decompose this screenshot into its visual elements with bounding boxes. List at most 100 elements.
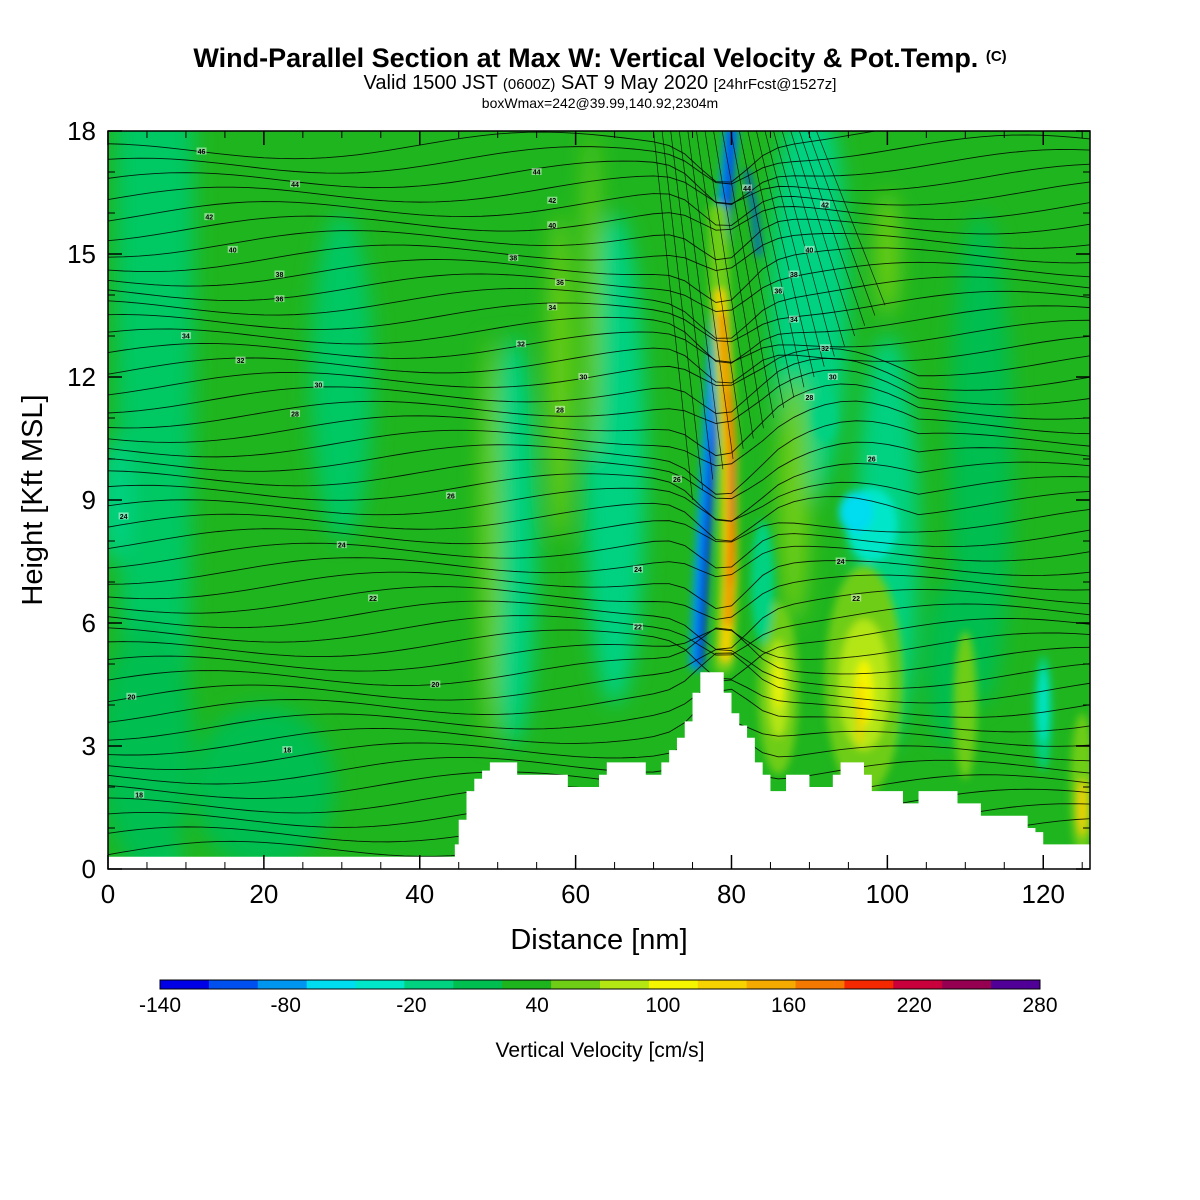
contour-label-bg: [274, 295, 285, 303]
theta-contour: [108, 347, 1090, 396]
contour-label-bg: [282, 746, 293, 754]
theta-contour-steep: [678, 131, 724, 470]
valid-time-line: Valid 1500 JST (0600Z) SAT 9 May 2020 [2…: [0, 73, 1200, 95]
contour-label: 24: [118, 512, 129, 521]
contour-label: 22: [367, 594, 378, 603]
theta-contour: [108, 574, 1090, 620]
contour-label-bg: [196, 147, 207, 155]
theta-contour-steep: [687, 131, 734, 460]
contour-label: 30: [827, 373, 838, 382]
colorbar-frame: [159, 979, 1041, 990]
colorbar-tick-label: 220: [897, 994, 932, 1017]
colorbar-swatch: [551, 980, 601, 989]
forecast-info: [24hrFcst@1527z]: [713, 76, 837, 93]
contour-label-text: 22: [852, 596, 860, 603]
colorbar-tick-label: 40: [525, 994, 548, 1017]
x-tick-label: 120: [1022, 879, 1065, 909]
contour-label-text: 20: [127, 694, 135, 701]
contour-label-bg: [274, 270, 285, 278]
contour-label-text: 20: [431, 682, 439, 689]
y-tick-label: 6: [82, 608, 96, 638]
colorbar-swatch: [600, 980, 650, 989]
contour-label-text: 22: [369, 596, 377, 603]
contour-label-text: 32: [517, 342, 525, 349]
theta-contour: [108, 603, 1090, 656]
contour-label-text: 34: [790, 317, 798, 324]
theta-contour: [108, 420, 1090, 495]
contour-label-text: 26: [447, 493, 455, 500]
theta-contour: [108, 247, 1090, 303]
contour-label-text: 30: [580, 375, 588, 382]
colorbar-swatch: [453, 980, 503, 989]
contour-label-text: 26: [673, 477, 681, 484]
copyright-mark: (C): [985, 48, 1007, 65]
theta-contour-steep: [807, 131, 876, 316]
contour-label-bg: [313, 381, 324, 389]
contour-label-bg: [430, 680, 441, 688]
colorbar-tick-label: -140: [139, 994, 181, 1017]
contour-label: 24: [632, 565, 643, 574]
contour-label-text: 30: [829, 375, 837, 382]
contour-label-bg: [851, 594, 862, 602]
theta-contour-steep: [816, 131, 886, 306]
theta-contour-steep: [798, 131, 866, 326]
contour-label-text: 28: [806, 395, 814, 402]
theta-contour: [108, 383, 1090, 457]
colorbar-swatch: [160, 980, 210, 989]
colorbar-swatch: [942, 980, 992, 989]
contour-label-text: 24: [837, 559, 845, 566]
contour-label-bg: [788, 270, 799, 278]
contour-label-text: 40: [548, 223, 556, 230]
contour-label-bg: [547, 303, 558, 311]
y-tick-label: 0: [82, 854, 96, 884]
theta-contour: [108, 529, 1090, 569]
y-tick-label: 9: [82, 485, 96, 515]
contour-label: 26: [671, 475, 682, 484]
contour-label: 20: [126, 692, 137, 701]
contour-label: 32: [516, 340, 527, 349]
theta-contour: [108, 476, 1090, 522]
x-tick-label: 0: [101, 879, 115, 909]
theta-contour: [108, 679, 1090, 741]
theta-contour-steep: [721, 131, 774, 419]
contour-label-bg: [204, 213, 215, 221]
potential-temperature-contours: [108, 131, 1090, 857]
contour-label: 44: [290, 180, 301, 189]
contour-label-bg: [235, 356, 246, 364]
contour-label: 38: [274, 270, 285, 279]
contour-label-text: 34: [548, 305, 556, 312]
contour-label: 26: [445, 491, 456, 500]
contour-labels: 46 44 42 40 38 36 34 32 30 28 44 42 40 38 36 34 32 30 28 26…: [118, 147, 877, 800]
contour-label-text: 24: [338, 543, 346, 550]
theta-contour: [108, 589, 1090, 650]
valid-utc: (0600Z): [502, 76, 556, 93]
theta-contour: [108, 276, 1090, 339]
theta-contour-steep: [661, 131, 704, 490]
colorbar-tick-label: 280: [1022, 994, 1057, 1017]
contour-label-text: 36: [276, 297, 284, 304]
contour-label: 38: [788, 270, 799, 279]
contour-label-text: 32: [237, 358, 245, 365]
terrain-mask: [108, 672, 1090, 869]
contour-label: 44: [742, 184, 753, 193]
contour-label-bg: [835, 557, 846, 565]
colorbar-tick-label: 100: [645, 994, 680, 1017]
contour-label-text: 36: [774, 288, 782, 295]
theta-contour-steep: [790, 131, 855, 337]
chart-title: Wind-Parallel Section at Max W: Vertical…: [0, 42, 1200, 73]
theta-contour: [108, 490, 1090, 542]
contour-label: 40: [227, 245, 238, 254]
theta-contour: [108, 627, 1090, 687]
theta-contour: [108, 335, 1090, 384]
contour-label-bg: [531, 168, 542, 175]
contour-label-text: 38: [276, 272, 284, 279]
contour-label-bg: [508, 254, 519, 262]
contour-label: 36: [773, 286, 784, 295]
theta-contour-steep: [653, 131, 693, 501]
contour-label: 28: [804, 393, 815, 402]
contour-label-bg: [632, 623, 643, 631]
contour-label-text: 18: [135, 793, 143, 800]
contour-label-text: 44: [291, 182, 299, 189]
theta-contour-steep: [738, 131, 795, 398]
theta-contour: [108, 218, 1090, 261]
